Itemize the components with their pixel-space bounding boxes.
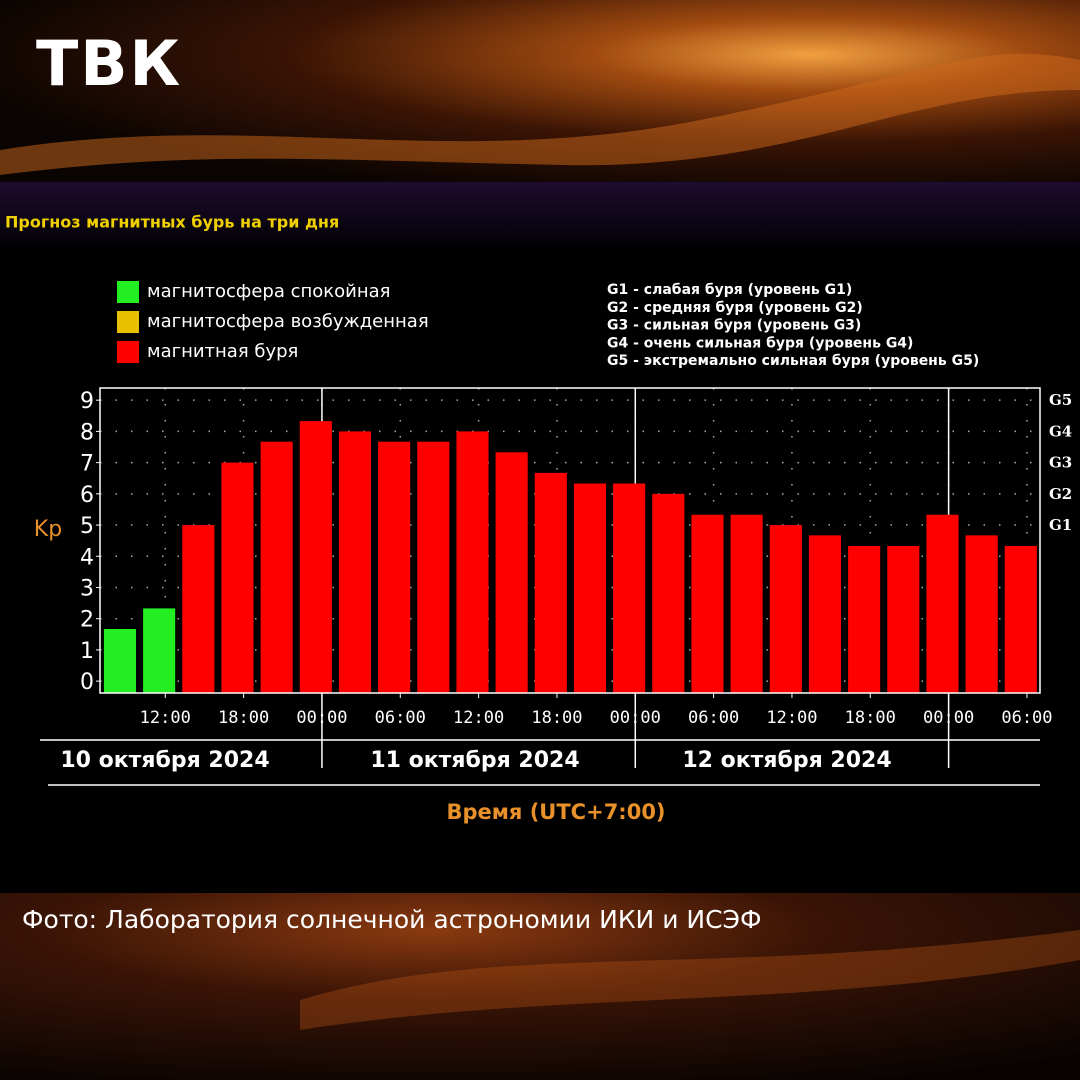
bar [573, 483, 607, 693]
bar [808, 535, 842, 693]
bar [691, 514, 724, 693]
annotation: G3 - сильная буря (уровень G3) [607, 318, 861, 334]
day-label: 10 октября 2024 [60, 748, 269, 773]
bar [417, 441, 450, 693]
chart-glow [0, 182, 1080, 252]
bar [534, 472, 567, 693]
fire-swirl [0, 53, 1080, 175]
x-tick-label: 06:00 [1001, 708, 1052, 728]
y-tick-label: 4 [80, 545, 94, 570]
y-axis-label: Kp [34, 517, 62, 542]
chart-title: Прогноз магнитных бурь на три дня [5, 213, 339, 232]
legend-swatch [117, 341, 139, 363]
plot-frame [99, 387, 1041, 694]
bar [613, 483, 646, 693]
bar [887, 545, 920, 693]
bar [848, 545, 881, 693]
x-tick-label: 06:00 [375, 708, 426, 728]
x-tick-label: 12:00 [766, 708, 817, 728]
bar [338, 431, 372, 693]
legend-label: магнитная буря [147, 341, 298, 362]
day-label: 12 октября 2024 [682, 748, 891, 773]
bar [730, 514, 763, 693]
y-tick-label: 9 [80, 389, 94, 414]
y2-tick-label: G1 [1049, 516, 1072, 534]
bottom-background [0, 893, 1080, 1080]
bar [182, 525, 215, 693]
y2-tick-label: G4 [1049, 422, 1072, 440]
annotation: G1 - слабая буря (уровень G1) [607, 282, 852, 298]
caption: Фото: Лаборатория солнечной астрономии И… [22, 905, 762, 934]
y-tick-label: 7 [80, 452, 94, 477]
annotation: G2 - средняя буря (уровень G2) [607, 300, 863, 316]
bar [1004, 545, 1037, 693]
legend-swatch [117, 311, 139, 333]
legend-label: магнитосфера спокойная [147, 281, 390, 302]
legend-swatch [117, 281, 139, 303]
x-tick-label: 06:00 [688, 708, 739, 728]
day-label: 11 октября 2024 [370, 748, 579, 773]
y-tick-label: 5 [80, 514, 94, 539]
chart: Прогноз магнитных бурь на три дня Kp Вре… [5, 213, 1072, 825]
annotation: G5 - экстремально сильная буря (уровень … [607, 353, 979, 369]
x-tick-label: 12:00 [140, 708, 191, 728]
logo: ТВК [36, 27, 182, 100]
bar [769, 525, 802, 693]
x-tick-label: 18:00 [531, 708, 582, 728]
bar [926, 514, 959, 693]
fire-swirl [300, 930, 1080, 1030]
annotation: G4 - очень сильная буря (уровень G4) [607, 335, 913, 351]
bar [378, 441, 411, 693]
y-tick-label: 6 [80, 483, 94, 508]
y-tick-label: 3 [80, 576, 94, 601]
bar [103, 629, 137, 693]
y2-tick-label: G5 [1049, 391, 1072, 409]
x-tick-label: 18:00 [845, 708, 896, 728]
bar [260, 441, 293, 693]
x-tick-label: 18:00 [218, 708, 269, 728]
bar [495, 452, 528, 693]
y-tick-label: 8 [80, 420, 94, 445]
bar [221, 462, 254, 693]
bar [143, 608, 176, 693]
y-tick-label: 1 [80, 639, 94, 664]
x-axis-label: Время (UTC+7:00) [446, 800, 665, 824]
y-tick-label: 2 [80, 608, 94, 633]
y2-tick-label: G2 [1049, 485, 1072, 503]
x-tick-label: 12:00 [453, 708, 504, 728]
bar [652, 493, 685, 693]
y2-tick-label: G3 [1049, 454, 1072, 472]
legend-label: магнитосфера возбужденная [147, 311, 429, 332]
bar [965, 535, 998, 693]
bar [456, 431, 489, 693]
bar [299, 421, 332, 693]
y-tick-label: 0 [80, 670, 94, 695]
